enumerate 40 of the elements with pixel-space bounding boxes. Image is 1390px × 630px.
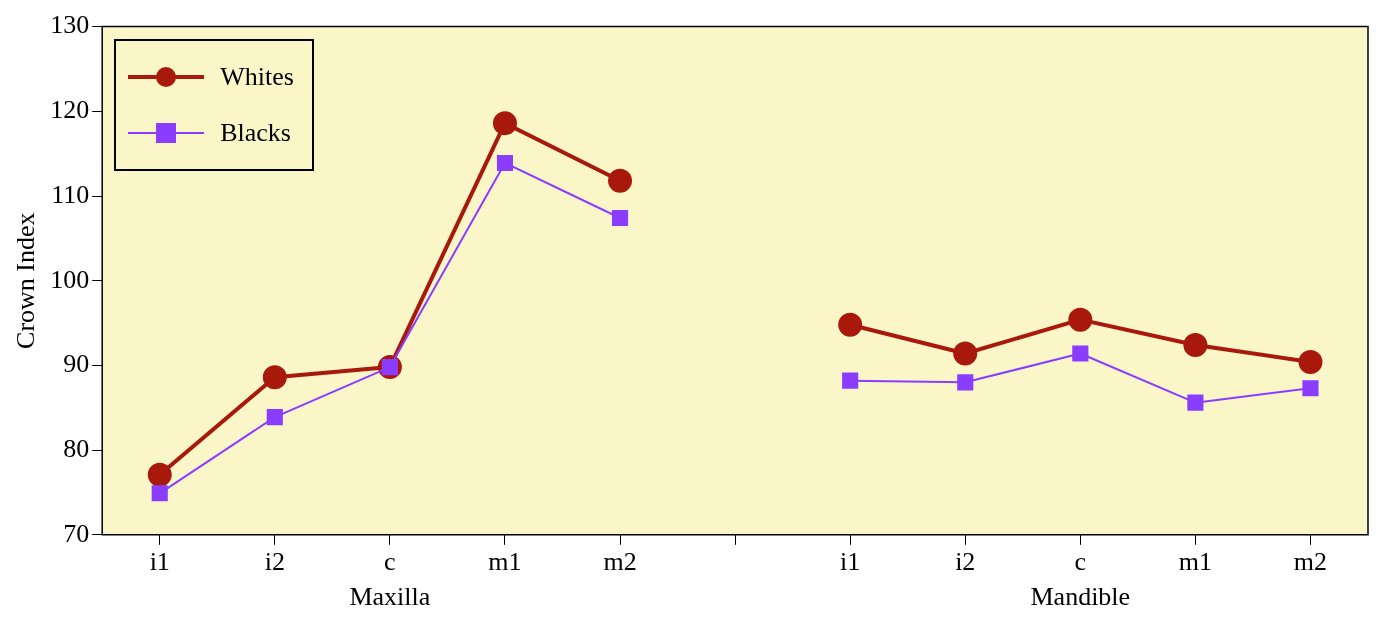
legend-label: Blacks	[220, 117, 291, 148]
y-tick-label: 90	[63, 349, 90, 379]
point	[147, 462, 172, 487]
point	[496, 154, 514, 172]
x-tick-label: i2	[264, 547, 285, 577]
point	[957, 374, 974, 391]
point	[1072, 345, 1089, 362]
x-tick-label: i1	[149, 547, 170, 577]
x-tick-label: c	[384, 547, 396, 577]
point	[262, 365, 287, 390]
y-axis-title: Crown Index	[11, 212, 41, 349]
point	[1298, 350, 1323, 375]
x-tick-label: m2	[603, 547, 637, 577]
point	[842, 372, 859, 389]
point	[1302, 380, 1319, 397]
point	[611, 209, 629, 227]
point	[1183, 333, 1208, 358]
point	[1068, 307, 1093, 332]
y-tick-label: 100	[50, 264, 90, 294]
point	[151, 485, 168, 502]
x-tick-label: c	[1074, 547, 1087, 577]
point	[953, 341, 978, 366]
point	[838, 312, 863, 337]
text: Maxilla	[349, 581, 431, 611]
point	[1187, 394, 1204, 411]
y-tick-label: 80	[63, 433, 90, 463]
x-tick-label: i2	[955, 547, 976, 577]
point	[492, 111, 517, 136]
y-tick-label: 70	[63, 518, 90, 548]
x-tick-label: m1	[488, 547, 522, 577]
y-tick-label: 130	[50, 10, 90, 40]
point	[266, 409, 283, 426]
legend-label: Whites	[220, 61, 294, 92]
y-tick-label: 120	[50, 95, 90, 125]
x-tick-label: m1	[1178, 547, 1213, 577]
x-tick-label: i1	[840, 547, 861, 577]
x-tick-label: m2	[1293, 547, 1328, 577]
text: Mandible	[1030, 581, 1131, 611]
y-tick-label: 110	[51, 179, 90, 209]
point	[608, 168, 633, 193]
